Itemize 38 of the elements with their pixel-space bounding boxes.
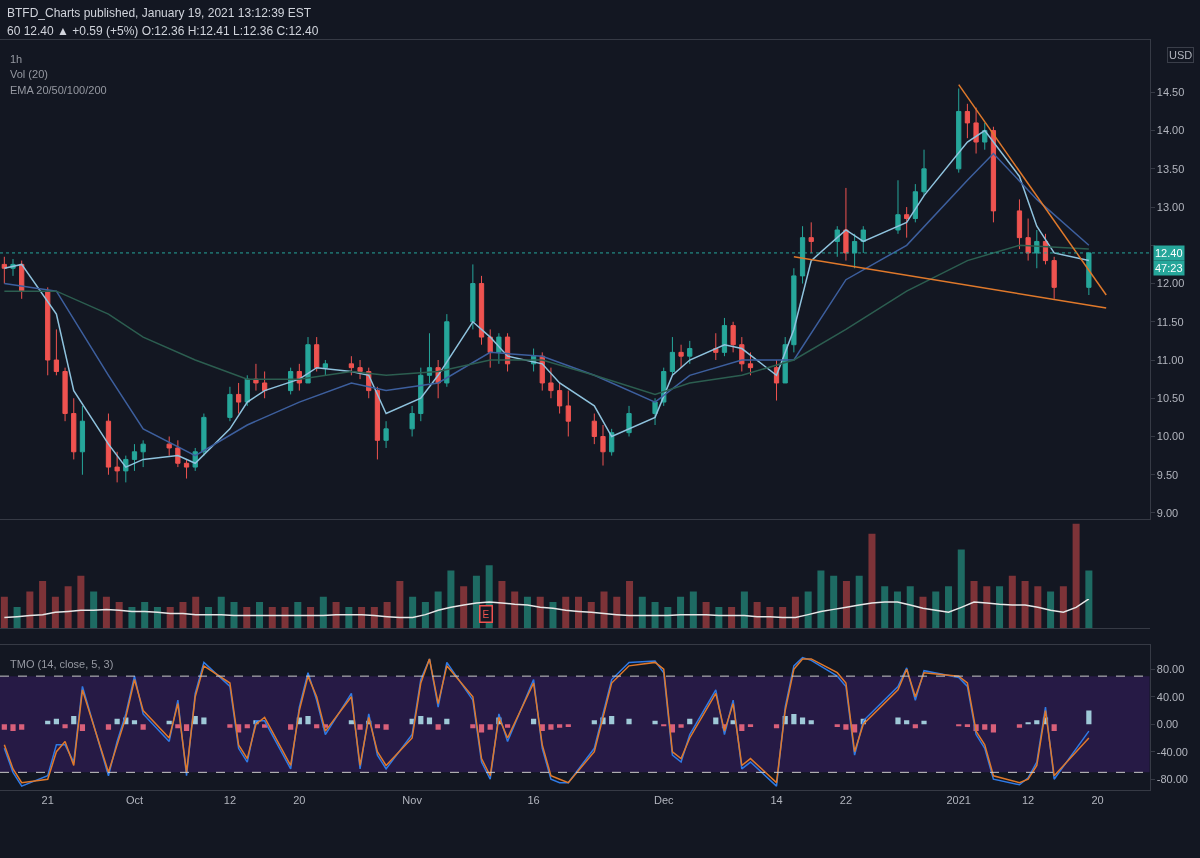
- y-tick-label: 0.00: [1156, 718, 1179, 731]
- y-tick-label: 10.50: [1156, 392, 1185, 405]
- x-tick-label: 16: [527, 794, 540, 807]
- y-tick-label: 80.00: [1156, 663, 1185, 676]
- annotation: TMO (14, close, 5, 3): [10, 658, 114, 670]
- x-tick-label: 20: [1091, 794, 1104, 807]
- annotation: 1h: [10, 53, 23, 65]
- annotation: E: [482, 608, 490, 620]
- x-tick-label: 12: [1022, 794, 1035, 807]
- y-tick-label: 13.50: [1156, 162, 1185, 175]
- y-tick-label: 10.00: [1156, 430, 1185, 443]
- text: USD: [1169, 49, 1193, 61]
- y-tick-label: 9.50: [1156, 468, 1179, 481]
- x-tick-label: 22: [839, 794, 853, 807]
- x-tick-label: 20: [293, 794, 306, 807]
- y-tick-label: 11.50: [1156, 315, 1184, 328]
- y-tick-label: 40.00: [1156, 690, 1185, 703]
- y-tick-label: 13.00: [1156, 200, 1185, 213]
- y-tick-label: -40.00: [1156, 745, 1188, 758]
- x-tick-label: 12: [223, 794, 237, 807]
- y-tick-label: 14.50: [1156, 86, 1185, 99]
- x-tick-label: Oct: [125, 794, 144, 807]
- y-tick-label: 11.00: [1156, 353, 1184, 366]
- y-tick-label: 14.00: [1156, 124, 1185, 137]
- y-tick-label: 12.00: [1156, 277, 1185, 290]
- text: 47:23: [1155, 262, 1183, 274]
- x-tick-label: Nov: [402, 794, 423, 807]
- x-tick-label: 14: [770, 794, 783, 807]
- y-tick-label: 9.00: [1156, 506, 1179, 519]
- x-tick-label: 21: [41, 794, 54, 807]
- y-tick-label: -80.00: [1156, 773, 1188, 786]
- x-tick-label: 2021: [946, 794, 971, 807]
- chart-subtitle: 60 12.40 ▲ +0.59 (+5%) O:12.36 H:12.41 L:12.36 C:12.40: [7, 24, 319, 38]
- annotation: Vol (20): [10, 68, 48, 80]
- annotation: EMA 20/50/100/200: [10, 84, 107, 96]
- chart-title: BTFD_Charts published, January 19, 2021 13:12:39 EST: [7, 6, 312, 20]
- x-tick-label: Dec: [653, 794, 675, 807]
- ref-line-label: 12.40: [1155, 247, 1183, 259]
